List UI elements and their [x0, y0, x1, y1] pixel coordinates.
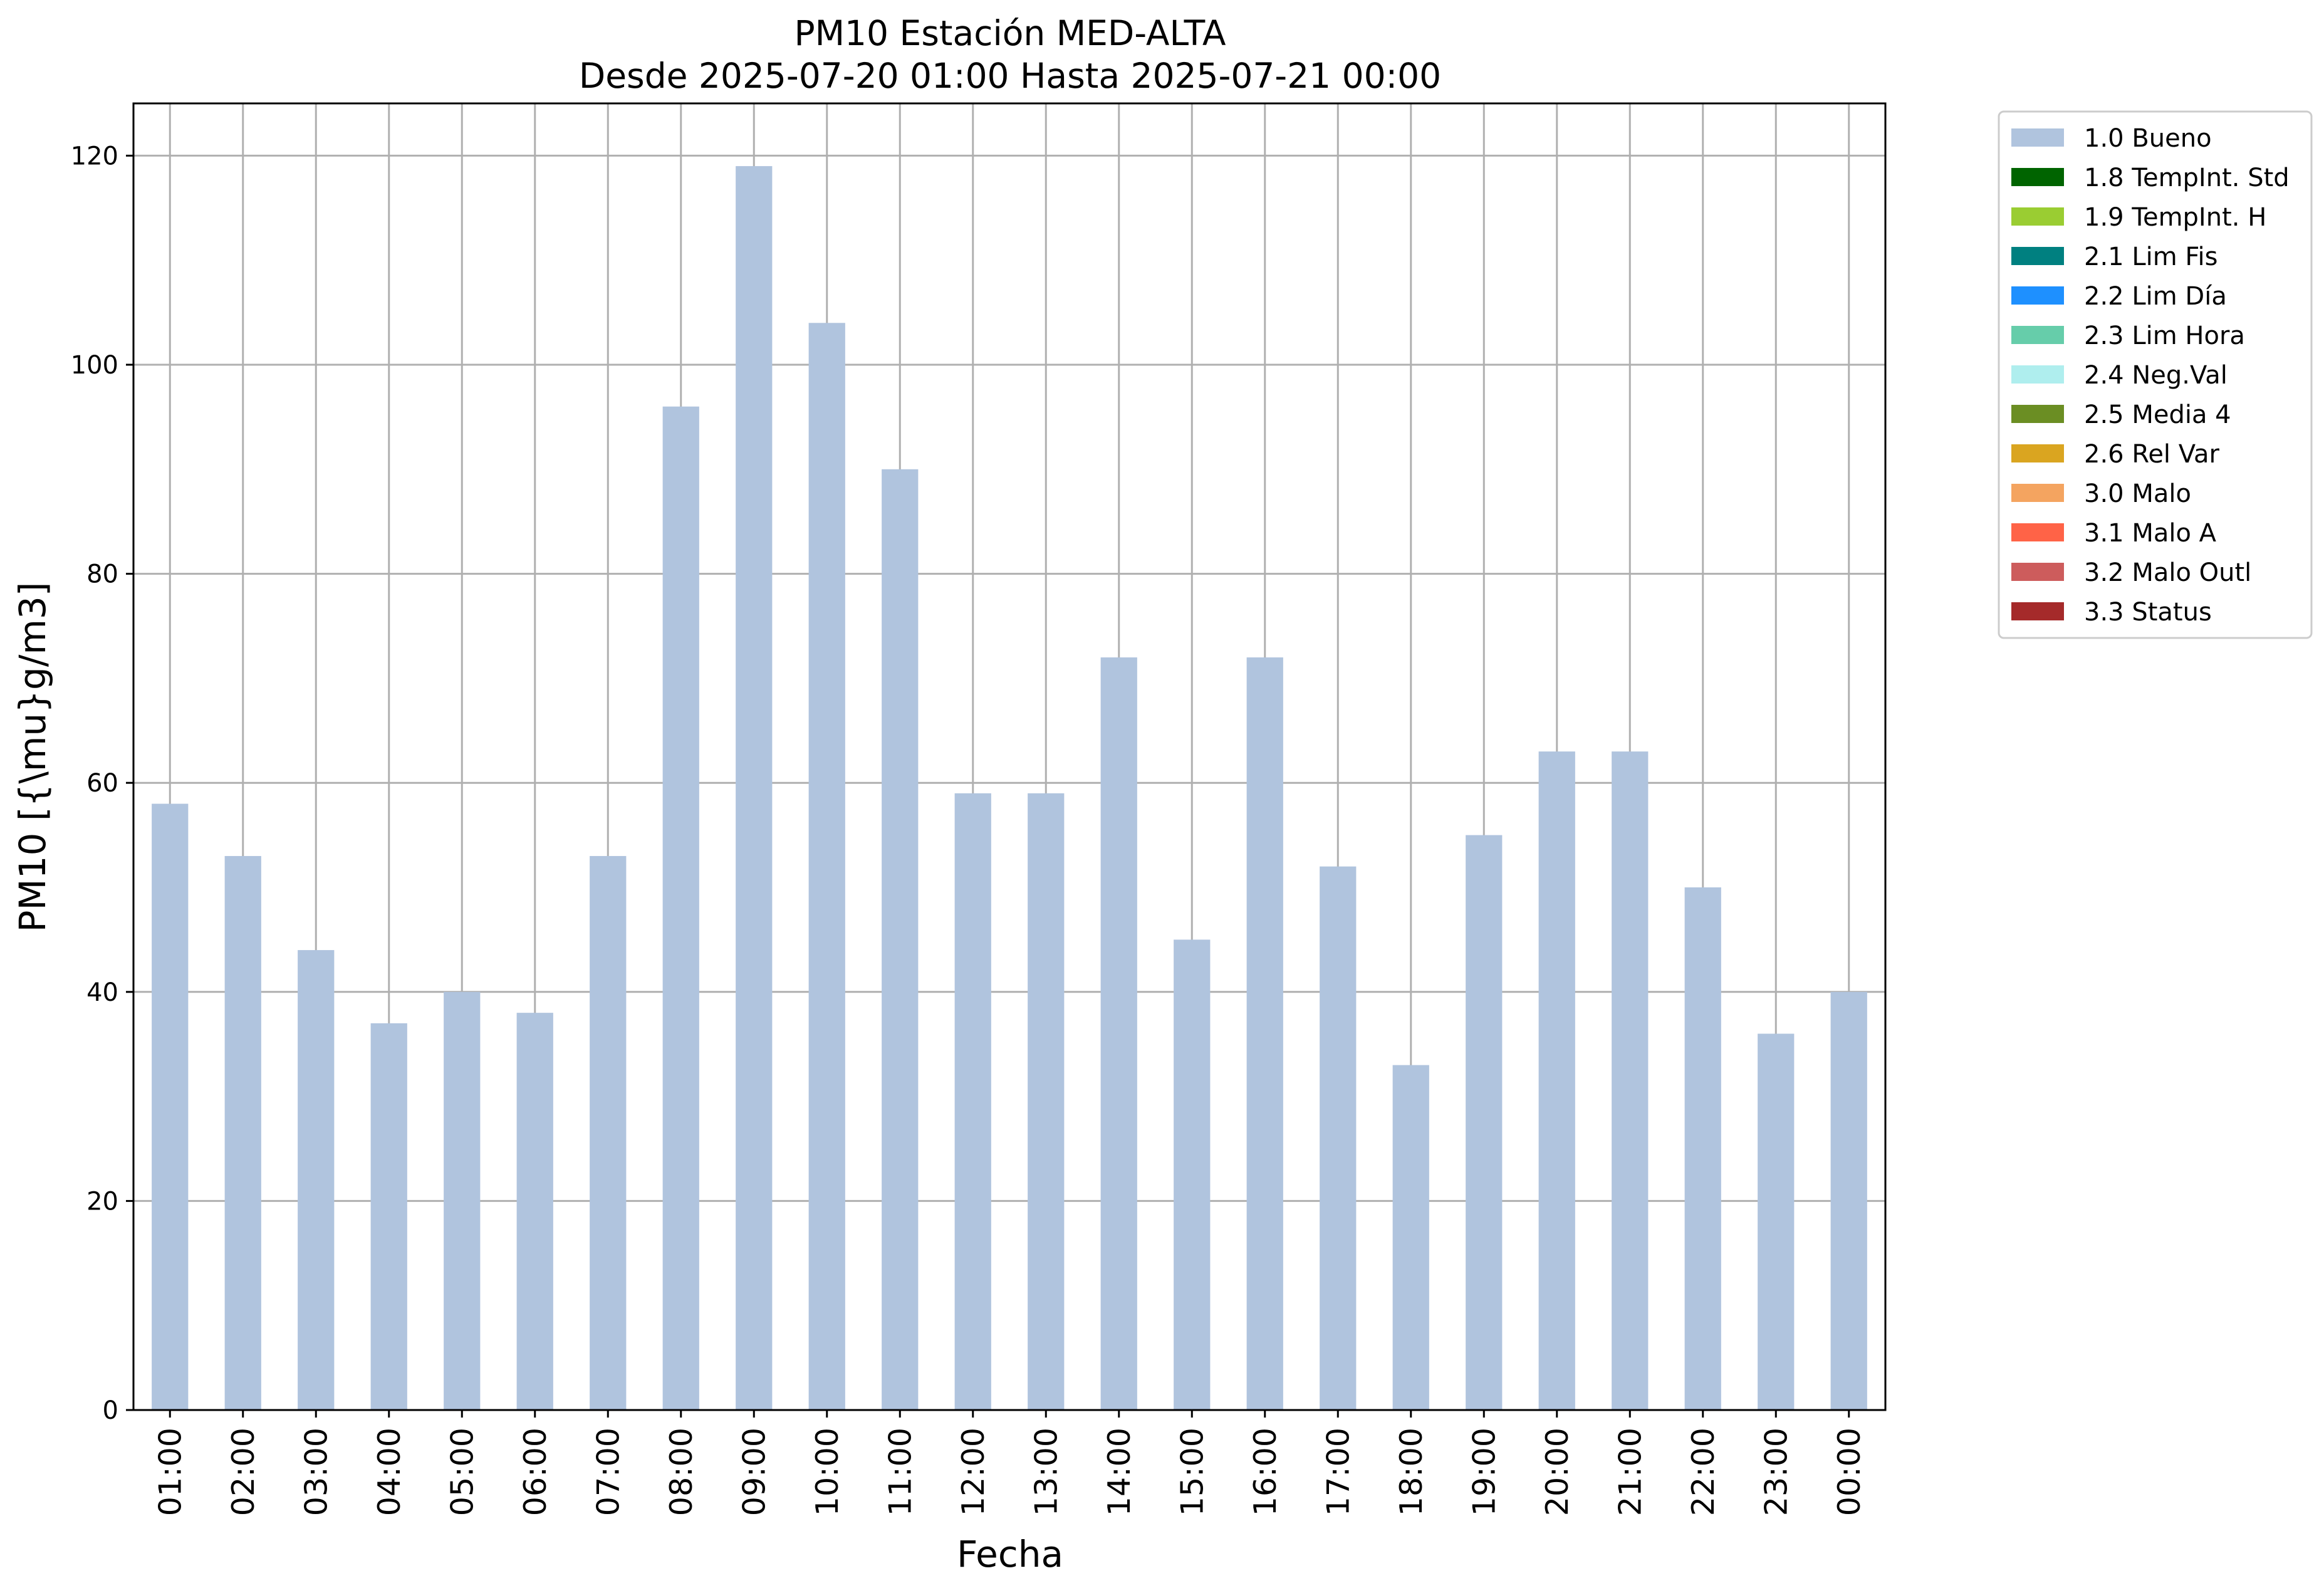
bar: [1392, 1065, 1429, 1410]
x-tick-label: 02:00: [226, 1428, 261, 1516]
legend-label: 2.2 Lim Día: [2084, 282, 2227, 311]
bars: [152, 166, 1867, 1411]
x-tick-label: 14:00: [1102, 1428, 1137, 1516]
x-tick-label: 07:00: [590, 1428, 626, 1516]
bar: [1830, 991, 1867, 1410]
x-tick-label: 16:00: [1248, 1428, 1283, 1516]
bar: [736, 166, 773, 1411]
x-tick-label: 05:00: [444, 1428, 480, 1516]
chart-title: PM10 Estación MED-ALTA: [794, 13, 1226, 53]
legend-swatch: [2011, 286, 2064, 305]
x-tick-label: 20:00: [1540, 1428, 1575, 1516]
y-axis-label: PM10 [{\mu}g/m3]: [11, 582, 54, 932]
x-tick-label: 15:00: [1174, 1428, 1210, 1516]
legend-label: 2.4 Neg.Val: [2084, 361, 2228, 390]
chart-subtitle: Desde 2025-07-20 01:00 Hasta 2025-07-21 …: [579, 56, 1441, 96]
x-tick-label: 00:00: [1832, 1428, 1867, 1516]
y-tick-label: 80: [86, 560, 118, 589]
legend-swatch: [2011, 326, 2064, 344]
legend-label: 3.2 Malo Outl: [2084, 558, 2251, 587]
bar: [590, 855, 627, 1410]
plot-background: [133, 103, 1885, 1410]
y-tick-label: 120: [71, 142, 118, 170]
bar: [444, 991, 481, 1410]
x-tick-label: 08:00: [664, 1428, 699, 1516]
legend-swatch: [2011, 523, 2064, 541]
legend-swatch: [2011, 602, 2064, 620]
bar: [1028, 793, 1065, 1410]
x-tick-label: 09:00: [736, 1428, 772, 1516]
bar: [1466, 835, 1503, 1410]
bar: [224, 855, 261, 1410]
bar: [1758, 1033, 1795, 1410]
x-tick-label: 17:00: [1320, 1428, 1356, 1516]
bar: [516, 1013, 553, 1410]
x-tick-label: 10:00: [810, 1428, 845, 1516]
legend-swatch: [2011, 365, 2064, 384]
legend-swatch: [2011, 563, 2064, 581]
y-tick-label: 20: [86, 1187, 118, 1216]
legend-label: 2.5 Media 4: [2084, 400, 2231, 429]
y-tick-label: 40: [86, 978, 118, 1007]
legend-frame: [1998, 110, 2313, 639]
legend-swatch: [2011, 128, 2064, 147]
x-tick-label: 12:00: [956, 1428, 991, 1516]
x-tick-label: 11:00: [882, 1428, 918, 1516]
bar: [298, 950, 335, 1410]
y-axis-ticks: 0 20 40 60 80 100 120: [71, 142, 133, 1425]
x-axis-label: Fecha: [957, 1533, 1063, 1575]
bar: [152, 803, 189, 1410]
legend-label: 1.9 TempInt. H: [2084, 203, 2266, 232]
legend-swatch: [2011, 168, 2064, 186]
legend-swatch: [2011, 444, 2064, 462]
legend-swatch: [2011, 207, 2064, 226]
x-axis-ticks: 01:00 02:00 03:00 04:00 05:00 06:00 07:00 08:00…: [152, 1410, 1867, 1516]
legend-label: 3.3 Status: [2084, 598, 2212, 627]
legend-label: 3.0 Malo: [2084, 479, 2191, 508]
x-tick-label: 18:00: [1394, 1428, 1429, 1516]
bar: [1684, 887, 1721, 1410]
legend-label: 2.6 Rel Var: [2084, 440, 2220, 469]
plot-frame: [132, 102, 1887, 1411]
bar: [1612, 751, 1649, 1410]
legend-swatch: [2011, 405, 2064, 423]
legend-label: 1.0 Bueno: [2084, 124, 2212, 153]
x-tick-label: 21:00: [1612, 1428, 1648, 1516]
bar: [662, 406, 699, 1410]
legend-label: 2.1 Lim Fis: [2084, 243, 2217, 271]
legend-swatch: [2011, 484, 2064, 502]
bar: [1538, 751, 1575, 1410]
bar: [1174, 939, 1211, 1410]
x-tick-label: 04:00: [372, 1428, 407, 1516]
bar: [808, 323, 845, 1410]
y-tick-label: 60: [86, 769, 118, 798]
x-tick-label: 01:00: [152, 1428, 188, 1516]
x-tick-label: 03:00: [298, 1428, 334, 1516]
y-tick-label: 0: [103, 1396, 118, 1425]
bar: [370, 1023, 407, 1410]
legend-label: 3.1 Malo A: [2084, 519, 2217, 548]
legend: 1.0 Bueno 1.8 TempInt. Std 1.9 TempInt. H 2…: [1998, 110, 2313, 639]
legend-label: 2.3 Lim Hora: [2084, 321, 2245, 350]
bar: [882, 469, 919, 1410]
y-tick-label: 100: [71, 351, 118, 380]
x-tick-label: 19:00: [1466, 1428, 1502, 1516]
legend-label: 1.8 TempInt. Std: [2084, 164, 2290, 192]
legend-swatch: [2011, 247, 2064, 265]
bar: [1320, 866, 1357, 1410]
plot-area: [133, 103, 1885, 1410]
x-tick-label: 13:00: [1028, 1428, 1064, 1516]
x-tick-label: 23:00: [1758, 1428, 1794, 1516]
x-tick-label: 22:00: [1686, 1428, 1721, 1516]
x-tick-label: 06:00: [518, 1428, 553, 1516]
bar: [954, 793, 991, 1410]
bar: [1100, 657, 1137, 1410]
bar: [1246, 657, 1283, 1410]
